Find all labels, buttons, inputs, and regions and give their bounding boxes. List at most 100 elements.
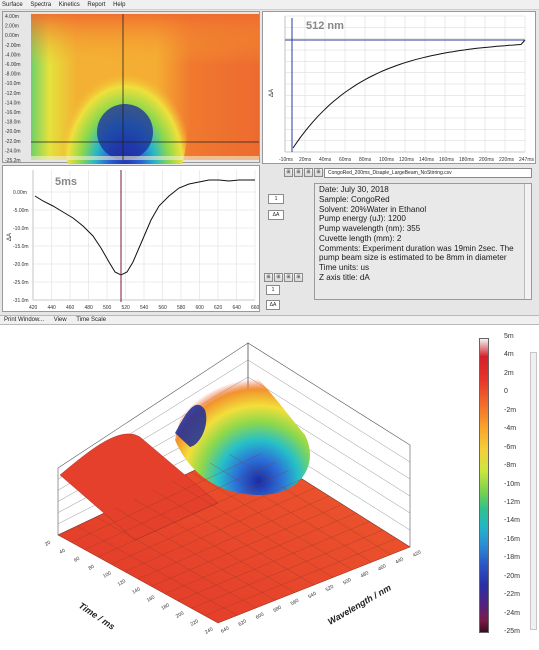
- spectrum-panel[interactable]: 5ms ΔA 0.00m -5.00m -10.0m -15.0m -20.0m -25.…: [2, 165, 260, 312]
- info-date: Date: July 30, 2018: [319, 185, 389, 194]
- info-scrollbar[interactable]: [524, 184, 531, 299]
- menu-surface[interactable]: Surface: [2, 2, 23, 8]
- surface-3d-plot[interactable]: 20 40 60 80 100 120 140 160 180 200 220 240 420 440 4…: [0, 325, 539, 650]
- kinetic-x-tick-label: 40ms: [319, 157, 332, 163]
- kinetic-x-tick-label: 120ms: [399, 157, 415, 163]
- file-info-panel[interactable]: Date: July 30, 2018 Sample: CongoRed Sol…: [314, 183, 532, 300]
- wavelength-tick-label: 620: [237, 618, 247, 627]
- kinetic-x-tick-label: 247ms: [519, 157, 535, 163]
- right-wall-gridline: [247, 376, 411, 480]
- colorbar-tick-label: -20m: [504, 572, 520, 580]
- floor-gridline: [171, 480, 334, 578]
- heatmap-y-tick-label: -20.0m: [5, 129, 21, 135]
- heatmap-panel[interactable]: 4.00m 2.00m 0.00m -2.00m -4.00m -6.00m -8.00m -…: [2, 11, 261, 218]
- floor-gridline: [133, 498, 295, 593]
- spectrum-x-tick-label: 640: [233, 305, 242, 311]
- spectrum-grid: [32, 170, 256, 301]
- info-solvent: Solvent: 20%Water in Ethanol: [319, 204, 427, 214]
- file-open-button[interactable]: ⊞: [314, 168, 323, 177]
- print-window-menu[interactable]: Print Window...: [4, 317, 45, 323]
- right-scrollbar[interactable]: [530, 352, 537, 630]
- kinetic-decay-curve: [292, 39, 526, 149]
- colorbar-tick-label: -14m: [504, 517, 520, 525]
- time-tick-label: 120: [117, 578, 127, 587]
- spectrum-x-tick-label: 500: [103, 305, 112, 311]
- kinetic-x-tick-label: 160ms: [439, 157, 455, 163]
- colorbar-tick-label: -18m: [504, 554, 520, 562]
- kinetic-scale-field[interactable]: 1: [268, 194, 284, 204]
- heatmap-svg[interactable]: 4.00m 2.00m 0.00m -2.00m -4.00m -6.00m -8.00m -…: [3, 12, 261, 218]
- wavelength-tick-label: 420: [412, 549, 422, 558]
- kinetic-units-field[interactable]: ΔA: [268, 210, 284, 220]
- kinetic-x-tick-label: 80ms: [359, 157, 372, 163]
- heatmap-y-tick-label: -25.2m: [5, 158, 21, 164]
- wavelength-tick-label: 580: [272, 605, 282, 614]
- heatmap-y-tick-label: -2.00m: [5, 43, 21, 49]
- colorbar-tick-label: -24m: [504, 609, 520, 617]
- menu-spectra[interactable]: Spectra: [30, 2, 52, 8]
- kinetic-wavelength-label: 512 nm: [306, 20, 344, 32]
- spectrum-scale-field[interactable]: 1: [266, 285, 280, 295]
- kinetic-tool-button-3[interactable]: ⊞: [304, 168, 313, 177]
- spectrum-tool-button-2[interactable]: ⊞: [274, 273, 283, 282]
- wavelength-tick-label: 520: [325, 584, 335, 593]
- heatmap-y-tick-label: -16.0m: [5, 110, 21, 116]
- time-tick-label: 20: [44, 540, 52, 548]
- menu-help[interactable]: Help: [113, 2, 126, 8]
- heatmap-y-tick-label: 0.00m: [5, 33, 19, 39]
- kinetic-panel[interactable]: 512 nm ΔA -10ms 20ms 40ms 60ms 80ms 100ms 120m…: [262, 11, 536, 164]
- menu-bar: Surface Spectra Kinetics Report Help: [0, 0, 539, 10]
- spectrum-x-tick-label: 460: [66, 305, 75, 311]
- spectrum-x-tick-label: 580: [177, 305, 186, 311]
- right-wall-gridline: [247, 359, 411, 463]
- kinetic-tool-button-1[interactable]: ⊞: [284, 168, 293, 177]
- surface-well-core: [175, 404, 207, 447]
- spectrum-y-tick-label: -5.00m: [13, 208, 29, 214]
- floor-gridline: [76, 525, 238, 616]
- kinetic-y-axis-title: ΔA: [269, 89, 275, 97]
- spectrum-x-tick-label: 540: [140, 305, 149, 311]
- kinetic-grid: [284, 15, 526, 153]
- filename-field[interactable]: CongoRed_200ms_Disaple_LargeBeam_NoStirr…: [324, 168, 532, 178]
- floor-gridline: [152, 489, 315, 586]
- heatmap-y-tick-label: -4.00m: [5, 52, 21, 58]
- heatmap-y-tick-label: -8.00m: [5, 72, 21, 78]
- heatmap-y-tick-label: -22.0m: [5, 139, 21, 145]
- surface-ridge: [59, 433, 219, 541]
- heatmap-y-tick-label: -6.00m: [5, 62, 21, 68]
- spectrum-x-tick-label: 440: [48, 305, 57, 311]
- spectrum-tool-button-1[interactable]: ⊞: [264, 273, 273, 282]
- colorbar-tick-label: -22m: [504, 591, 520, 599]
- status-bar: Print Window... View Time Scale: [0, 315, 539, 325]
- kinetic-x-tick-label: 100ms: [379, 157, 395, 163]
- time-scale-menu[interactable]: Time Scale: [76, 317, 107, 323]
- view-menu[interactable]: View: [53, 317, 67, 323]
- surface-bleach-well: [175, 358, 310, 495]
- time-tick-label: 40: [59, 548, 67, 556]
- kinetic-tool-button-2[interactable]: ⊞: [294, 168, 303, 177]
- time-axis-label: Time / ms: [77, 600, 117, 631]
- spectrum-tool-button-4[interactable]: ⊞: [294, 273, 303, 282]
- info-z-axis: Z axis title: dA: [319, 272, 370, 282]
- spectrum-curve: [34, 179, 255, 276]
- kinetic-x-tick-label: 60ms: [339, 157, 352, 163]
- spectrum-tool-button-3[interactable]: ⊞: [284, 273, 293, 282]
- wavelength-tick-label: 500: [342, 577, 352, 586]
- spectrum-y-axis-title: ΔA: [7, 233, 13, 241]
- menu-report[interactable]: Report: [87, 2, 106, 8]
- spectrum-y-tick-label: -31.0m: [13, 298, 29, 304]
- time-tick-label: 60: [73, 556, 81, 564]
- time-tick-label: 100: [102, 570, 112, 579]
- spectrum-units-field[interactable]: ΔA: [266, 300, 280, 310]
- info-sample: Sample: CongoRed: [319, 194, 390, 204]
- menu-kinetics[interactable]: Kinetics: [58, 2, 80, 8]
- spectrum-x-tick-label: 420: [29, 305, 38, 311]
- wavelength-tick-label: 640: [220, 625, 230, 634]
- colorbar-tick-label: -25m: [504, 628, 520, 635]
- colorbar-tick-label: 5m: [504, 333, 514, 340]
- time-tick-label: 200: [175, 610, 185, 619]
- heatmap-y-tick-label: -18.0m: [5, 120, 21, 126]
- spectrum-x-tick-label: 660: [251, 305, 260, 311]
- spectrum-y-tick-label: -10.0m: [13, 226, 29, 232]
